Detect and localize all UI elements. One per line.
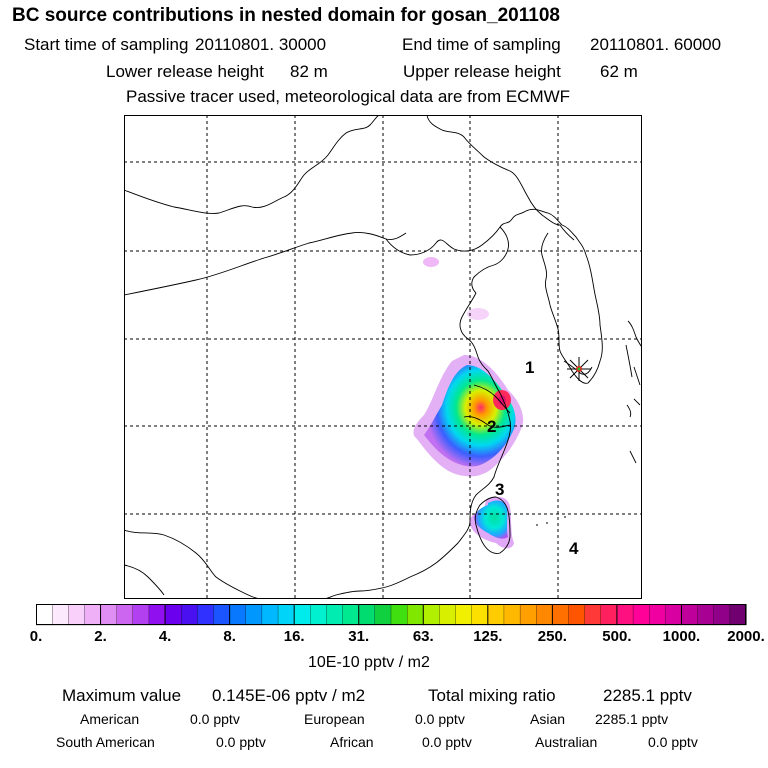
- start-time-label: Start time of sampling: [24, 35, 189, 54]
- colorbar-cell: [729, 604, 747, 626]
- colorbar-cell: [374, 604, 392, 626]
- colorbar-cell: [326, 604, 344, 626]
- australian-label: Australian: [535, 734, 598, 750]
- colorbar-cell: [132, 604, 150, 626]
- max-value: 0.145E-06 pptv / m2: [212, 686, 366, 705]
- colorbar-cell: [584, 604, 602, 626]
- south-american-label: South American: [56, 734, 155, 750]
- colorbar-cell: [487, 604, 505, 626]
- region-label-4: 4: [569, 539, 579, 558]
- african-label: African: [330, 734, 374, 750]
- colorbar-tick-label: 2000.: [727, 628, 765, 645]
- colorbar-tick-label: 31.: [348, 628, 370, 645]
- lower-height-value: 82 m: [290, 62, 328, 81]
- colorbar-cell: [229, 604, 247, 626]
- european-value: 0.0 pptv: [415, 711, 465, 727]
- lower-height-label: Lower release height: [106, 62, 264, 81]
- total-mixing-label: Total mixing ratio: [428, 686, 556, 705]
- colorbar-cell: [503, 604, 521, 626]
- plume-taiwan-core: [474, 500, 508, 539]
- plume-patch-north: [423, 257, 439, 267]
- region-label-3: 3: [495, 480, 504, 499]
- american-value: 0.0 pptv: [190, 711, 240, 727]
- colorbar-cell: [358, 604, 376, 626]
- colorbar-tick-label: 4.: [158, 628, 172, 645]
- colorbar-cell: [213, 604, 231, 626]
- colorbar-cell: [568, 604, 586, 626]
- colorbar-cell: [245, 604, 263, 626]
- colorbar-cell: [181, 604, 198, 626]
- colorbar-cell: [600, 604, 618, 626]
- colorbar-cell: [519, 604, 537, 626]
- coastlines: [124, 115, 642, 599]
- colorbar-cell: [681, 604, 699, 626]
- african-value: 0.0 pptv: [422, 734, 472, 750]
- colorbar-cell: [310, 604, 328, 626]
- colorbar-cell: [423, 604, 440, 626]
- colorbar-cell: [406, 604, 424, 626]
- south-american-value: 0.0 pptv: [216, 734, 266, 750]
- map-grid: [124, 115, 642, 599]
- total-mixing-value: 2285.1 pptv: [603, 686, 692, 705]
- colorbar-cell: [197, 604, 215, 626]
- end-time-value: 20110801. 60000: [590, 35, 722, 54]
- colorbar-tick-label: 125.: [473, 628, 503, 645]
- colorbar-cell: [294, 604, 311, 626]
- colorbar-cell: [277, 604, 295, 626]
- colorbar-tick-label: 250.: [537, 628, 567, 645]
- australian-value: 0.0 pptv: [648, 734, 698, 750]
- colorbar-tick-label: 0.: [29, 628, 43, 645]
- colorbar-cell: [116, 604, 134, 626]
- colorbar-cell: [552, 604, 570, 626]
- colorbar-cell: [649, 604, 666, 626]
- colorbar-units: 10E-10 pptv / m2: [308, 654, 430, 671]
- colorbar-cell: [616, 604, 634, 626]
- upper-height-value: 62 m: [600, 62, 638, 81]
- colorbar-tick-label: 2.: [94, 628, 107, 645]
- colorbar-cell: [632, 604, 650, 626]
- colorbar-tick-label: 1000.: [662, 628, 701, 645]
- colorbar-cell: [148, 604, 166, 626]
- colorbar-cell: [51, 604, 69, 626]
- colorbar-cell: [713, 604, 731, 626]
- colorbar-cell: [342, 604, 360, 626]
- max-value-label: Maximum value: [62, 686, 182, 705]
- asian-value: 2285.1 pptv: [595, 711, 669, 727]
- region-label-1: 1: [525, 358, 534, 377]
- european-label: European: [304, 711, 365, 727]
- star-icon: [567, 357, 591, 381]
- colorbar-tick-label: 500.: [602, 628, 632, 645]
- colorbar-cell: [471, 604, 489, 626]
- colorbar-tick-label: 8.: [223, 628, 236, 645]
- colorbar-cell: [390, 604, 408, 626]
- colorbar: [36, 604, 747, 626]
- american-label: American: [80, 711, 140, 727]
- upper-height-label: Upper release height: [403, 62, 561, 81]
- colorbar-cell: [665, 604, 683, 626]
- colorbar-cell: [68, 604, 85, 626]
- colorbar-cell: [36, 604, 53, 626]
- plot-title: BC source contributions in nested domain…: [12, 5, 560, 26]
- colorbar-cell: [536, 604, 553, 626]
- map-panel: 1 2 3 4: [124, 115, 642, 599]
- region-label-2: 2: [487, 417, 496, 436]
- colorbar-cell: [439, 604, 457, 626]
- colorbar-tick-label: 63.: [412, 628, 434, 645]
- colorbar-cell: [697, 604, 715, 626]
- colorbar-cell: [84, 604, 102, 626]
- colorbar-cell: [164, 604, 182, 626]
- plume-patch-bay: [467, 308, 489, 320]
- end-time-label: End time of sampling: [402, 35, 561, 54]
- colorbar-cell: [261, 604, 279, 626]
- colorbar-cell: [100, 604, 118, 626]
- start-time-value: 20110801. 30000: [195, 35, 327, 54]
- asian-label: Asian: [530, 711, 566, 727]
- tracer-note: Passive tracer used, meteorological data…: [126, 87, 571, 106]
- colorbar-cell: [455, 604, 473, 626]
- colorbar-tick-label: 16.: [283, 628, 305, 645]
